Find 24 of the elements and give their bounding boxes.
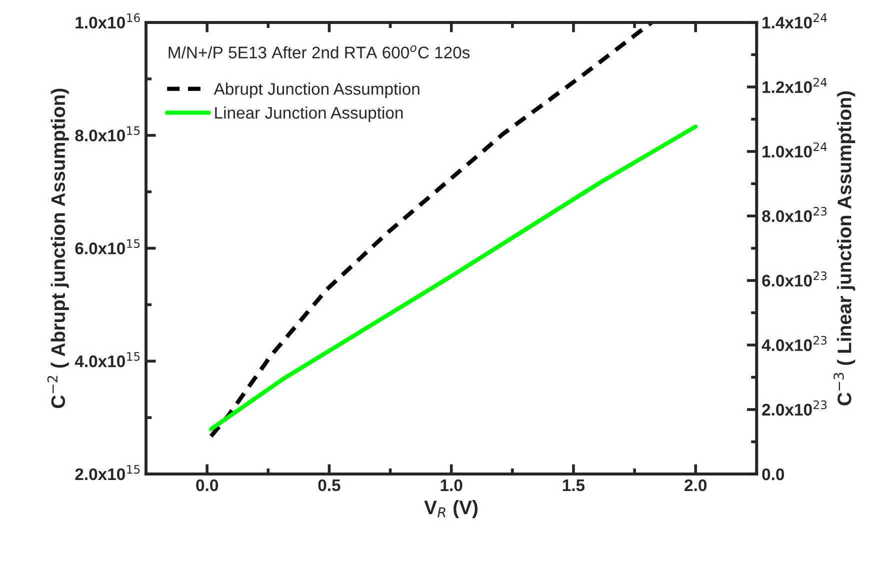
x-axis-title: V$_{R}$ (V) [424,500,478,518]
y-axis-title: C$^{−2}$ ( Abrupt junction Assumption) [47,88,69,408]
y2-tick-label: 2.0x10$^{23}$ [762,400,827,416]
legend-label: Abrupt Junction Assumption [214,82,420,98]
y2-tick-label: 1.2x10$^{24}$ [762,78,827,94]
y-tick-label: 1.0x10$^{16}$ [76,13,140,29]
legend-label: Linear Junction Assuption [215,106,403,122]
x-tick-label: 2.0 [684,479,707,492]
x-tick-label: 1.5 [562,480,585,492]
x-tick-label: 1.0 [440,479,462,492]
y2-tick-label: 6.0x10$^{23}$ [762,271,827,287]
x-tick-label: 0.5 [318,479,340,492]
y-tick-label: 2.0x10$^{15}$ [75,465,140,480]
y2-tick-label: 4.0x10$^{23}$ [762,336,827,352]
y2-tick-label: 1.0x10$^{24}$ [762,142,827,158]
y2-tick-label: 0.0 [762,468,784,480]
annotation: M/N+/P 5E13 After 2nd RTA 600$^{o}$C 120s [168,45,470,58]
y-tick-label: 6.0x10$^{15}$ [75,239,140,254]
y2-tick-label: 8.0x10$^{23}$ [762,206,827,222]
y2-axis-title: C$^{−3}$ ( Linear junction Assumption) [834,91,856,406]
x-tick-label: 0.0 [196,479,218,492]
y2-tick-label: 1.4x10$^{24}$ [762,13,827,29]
y-tick-label: 4.0x10$^{15}$ [74,352,140,368]
y-tick-label: 8.0x10$^{15}$ [75,126,140,142]
